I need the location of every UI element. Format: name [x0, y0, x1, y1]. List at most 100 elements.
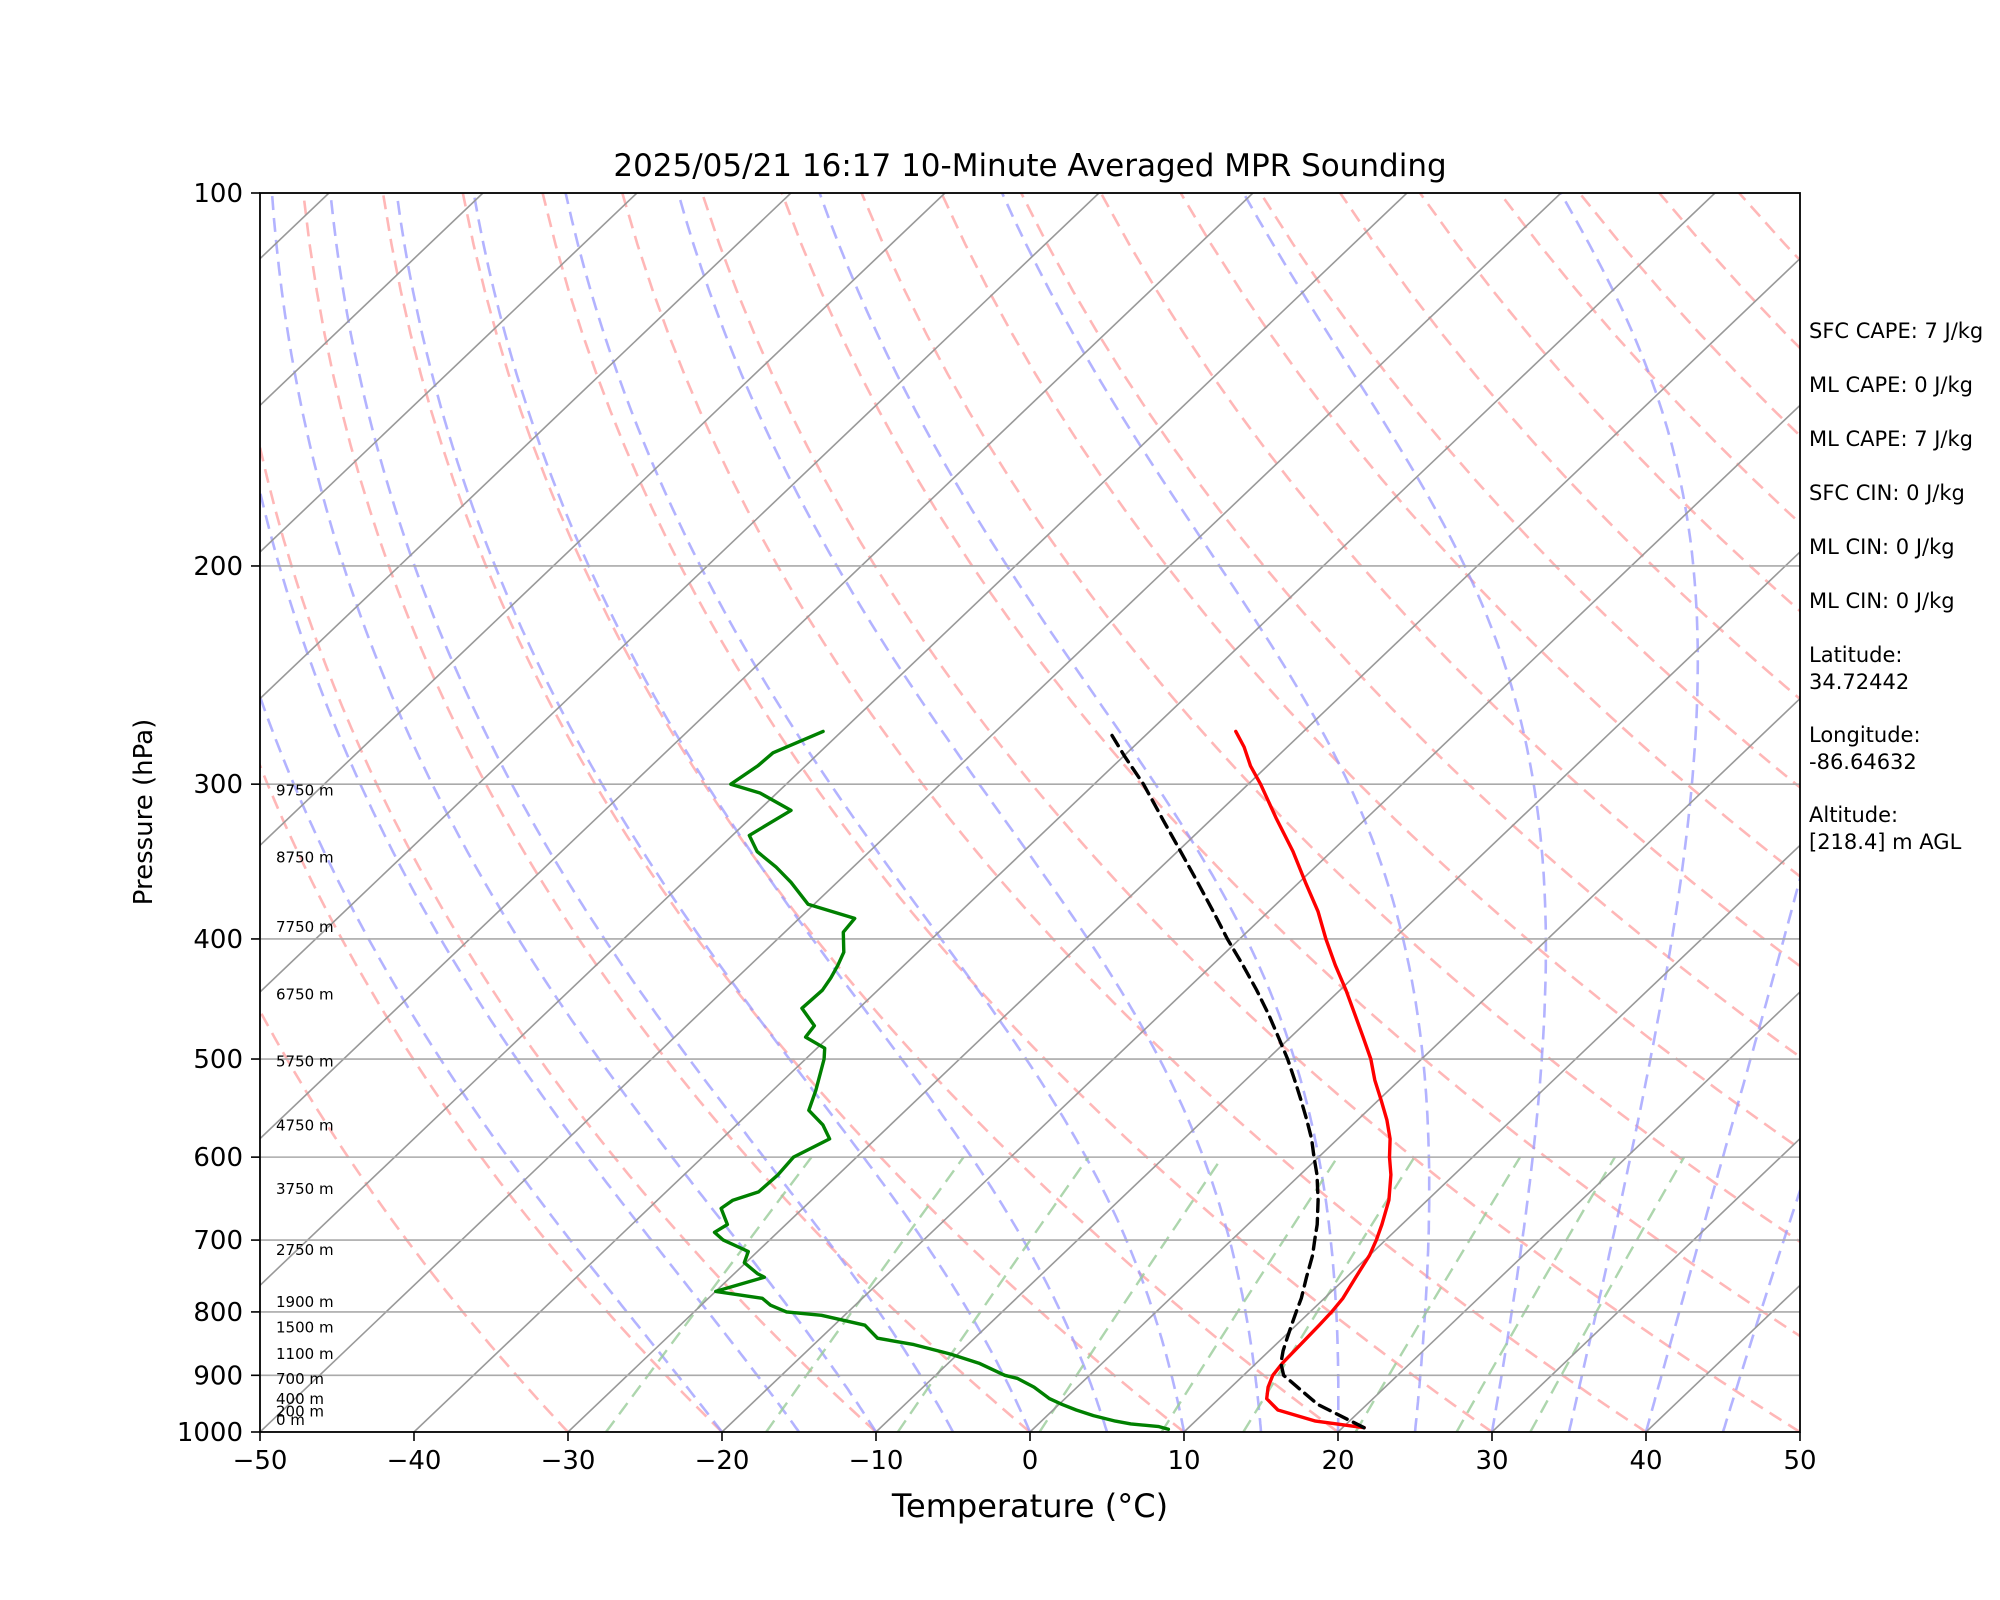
height-label: 2750 m	[276, 1241, 334, 1259]
y-tick-label: 400	[193, 925, 243, 955]
y-tick-label: 900	[193, 1361, 243, 1391]
x-tick-label: −10	[849, 1446, 904, 1476]
height-label: 6750 m	[276, 985, 334, 1003]
axes: −50 −40 −30 −20 −10 0 10 20 30 40 50 100 200 300 400 50…	[177, 179, 1817, 1476]
y-tick-label: 100	[193, 179, 243, 209]
dry-adiabat	[302, 193, 1031, 1432]
longitude-label: Longitude:	[1809, 723, 1921, 747]
x-tick-label: 40	[1629, 1446, 1662, 1476]
altitude-label: Altitude:	[1809, 803, 1899, 827]
y-tick-label: 700	[193, 1226, 243, 1256]
moist-adiabat	[270, 193, 878, 1432]
isotherm	[260, 193, 1100, 994]
height-label: 7750 m	[276, 918, 334, 936]
dry-adiabat	[621, 193, 1647, 1432]
isotherm	[1337, 990, 1800, 1432]
height-label: 0 m	[276, 1411, 305, 1429]
parcel-line	[1107, 729, 1366, 1430]
latitude-value: 34.72442	[1809, 670, 1910, 694]
isotherm	[260, 193, 946, 847]
height-label: 9750 m	[276, 781, 334, 799]
stat-ml-cin-2: ML CIN: 0 J/kg	[1809, 589, 1955, 613]
isotherm	[875, 550, 1800, 1432]
isotherm	[413, 193, 1716, 1432]
altitude-value: [218.4] m AGL	[1809, 830, 1962, 854]
isotherm	[0, 193, 21, 1432]
moist-adiabat	[329, 193, 955, 1432]
height-label: 1900 m	[276, 1293, 334, 1311]
isotherm	[721, 404, 1800, 1432]
x-tick-label: 10	[1167, 1446, 1200, 1476]
moist-adiabat	[395, 193, 1032, 1432]
height-label: 8750 m	[276, 849, 334, 867]
y-tick-label: 800	[193, 1298, 243, 1328]
mixing-ratio-line	[605, 1156, 813, 1432]
mixing-ratio-line	[1160, 1156, 1339, 1432]
moist-adiabat	[818, 193, 1340, 1432]
height-label: 3750 m	[276, 1180, 334, 1198]
temperature-line	[1234, 729, 1393, 1430]
dry-adiabat	[780, 193, 1800, 1338]
mixing-ratio-line	[1529, 1156, 1686, 1432]
x-tick-label: −30	[541, 1446, 596, 1476]
moist-adiabat	[472, 193, 1109, 1432]
dry-adiabat	[1259, 193, 1800, 790]
moist-adiabat	[1000, 193, 1431, 1432]
dewpoint-line	[712, 729, 1171, 1431]
dry-adiabat	[1339, 193, 1800, 701]
moist-adiabat	[260, 692, 724, 1432]
longitude-value: -86.64632	[1809, 750, 1917, 774]
dry-adiabat	[260, 1008, 569, 1432]
dry-adiabat	[1179, 193, 1800, 879]
stat-sfc-cape: SFC CAPE: 7 J/kg	[1809, 319, 1984, 343]
height-label: 1100 m	[276, 1345, 334, 1363]
latitude-label: Latitude:	[1809, 643, 1903, 667]
y-tick-label: 300	[193, 770, 243, 800]
stat-ml-cin: ML CIN: 0 J/kg	[1809, 535, 1955, 559]
height-label: 1500 m	[276, 1319, 334, 1337]
isotherm	[260, 193, 1254, 1140]
mixing-ratio-line	[765, 1156, 965, 1432]
isotherm	[260, 193, 638, 554]
moist-adiabat	[1644, 873, 1800, 1432]
x-tick-label: −20	[695, 1446, 750, 1476]
x-tick-label: 20	[1321, 1446, 1354, 1476]
y-axis-label: Pressure (hPa)	[129, 719, 159, 906]
dry-adiabat	[1099, 193, 1800, 968]
isotherm	[260, 193, 1562, 1432]
stat-ml-cape-2: ML CAPE: 7 J/kg	[1809, 427, 1974, 451]
x-tick-label: 0	[1022, 1446, 1039, 1476]
plot-frame	[259, 192, 1801, 1433]
x-tick-label: 30	[1475, 1446, 1508, 1476]
isotherm	[1183, 844, 1800, 1432]
moist-adiabat	[1721, 1186, 1800, 1432]
height-label: 4750 m	[276, 1116, 334, 1134]
moist-adiabat	[564, 193, 1186, 1432]
isotherm	[567, 257, 1800, 1432]
x-tick-label: −40	[387, 1446, 442, 1476]
dry-adiabat	[541, 193, 1493, 1432]
x-tick-label: 50	[1783, 1446, 1816, 1476]
height-label: 200 m	[276, 1402, 324, 1420]
dry-adiabat	[381, 193, 1185, 1432]
y-tick-label: 1000	[177, 1418, 243, 1448]
x-tick-label: −50	[233, 1446, 288, 1476]
dry-adiabat	[860, 193, 1800, 1244]
isotherm	[260, 193, 1408, 1287]
dry-adiabat	[700, 193, 1800, 1432]
moist-adiabat	[1559, 193, 1700, 1432]
height-label: 700 m	[276, 1370, 324, 1388]
stat-ml-cape: ML CAPE: 0 J/kg	[1809, 373, 1974, 397]
isotherm	[1029, 697, 1800, 1432]
chart-title: 2025/05/21 16:17 10-Minute Averaged MPR …	[613, 148, 1446, 184]
isotherm	[260, 193, 792, 700]
dry-adiabat	[260, 762, 723, 1432]
x-axis-label: Temperature (°C)	[891, 1487, 1168, 1525]
mixing-ratio-line	[896, 1156, 1090, 1432]
stat-sfc-cin: SFC CIN: 0 J/kg	[1809, 481, 1965, 505]
dry-adiabat	[461, 193, 1339, 1432]
height-label: 400 m	[276, 1390, 324, 1408]
moist-adiabat	[260, 486, 801, 1432]
